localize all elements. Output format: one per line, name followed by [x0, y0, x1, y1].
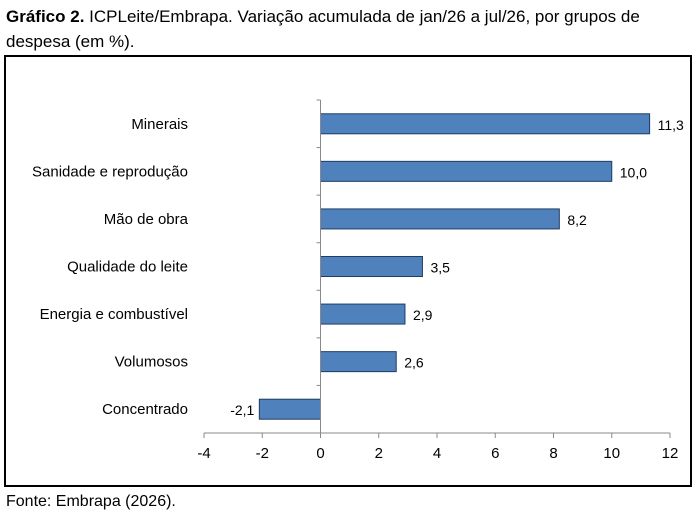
data-label: 2,6: [404, 355, 424, 371]
x-tick-label: -2: [256, 445, 269, 462]
data-label: 11,3: [658, 117, 684, 133]
category-label: Volumosos: [115, 354, 188, 371]
caption-text: ICPLeite/Embrapa. Variação acumulada de …: [6, 7, 640, 51]
caption-label: Gráfico 2.: [6, 7, 85, 26]
chart-caption: Gráfico 2. ICPLeite/Embrapa. Variação ac…: [6, 4, 696, 54]
bar: [320, 160, 613, 182]
source-note: Fonte: Embrapa (2026).: [6, 493, 176, 510]
category-label: Sanidade e reprodução: [32, 163, 188, 180]
x-tick-label: 12: [662, 445, 679, 462]
chart-frame: [4, 55, 692, 487]
bar: [320, 351, 397, 373]
bar: [320, 256, 423, 277]
bar: [320, 303, 406, 325]
data-label: -2,1: [230, 402, 254, 418]
x-tick-label: 0: [316, 445, 324, 462]
data-label: 2,9: [413, 307, 433, 323]
category-label: Energia e combustível: [40, 306, 188, 323]
x-tick-label: 8: [549, 445, 557, 462]
x-tick-label: -4: [197, 445, 210, 462]
x-tick-label: 4: [433, 445, 441, 462]
bar: [320, 113, 651, 135]
category-label: Minerais: [131, 116, 188, 133]
bar: [258, 398, 321, 420]
category-label: Mão de obra: [104, 211, 189, 228]
x-tick-label: 10: [603, 445, 620, 462]
bar: [320, 208, 560, 230]
category-label: Concentrado: [102, 401, 188, 418]
data-label: 3,5: [430, 260, 450, 276]
x-tick-label: 2: [375, 445, 383, 462]
data-label: 10,0: [620, 164, 647, 180]
category-label: Qualidade do leite: [67, 259, 188, 276]
x-tick-label: 6: [491, 445, 499, 462]
data-label: 8,2: [567, 212, 587, 228]
